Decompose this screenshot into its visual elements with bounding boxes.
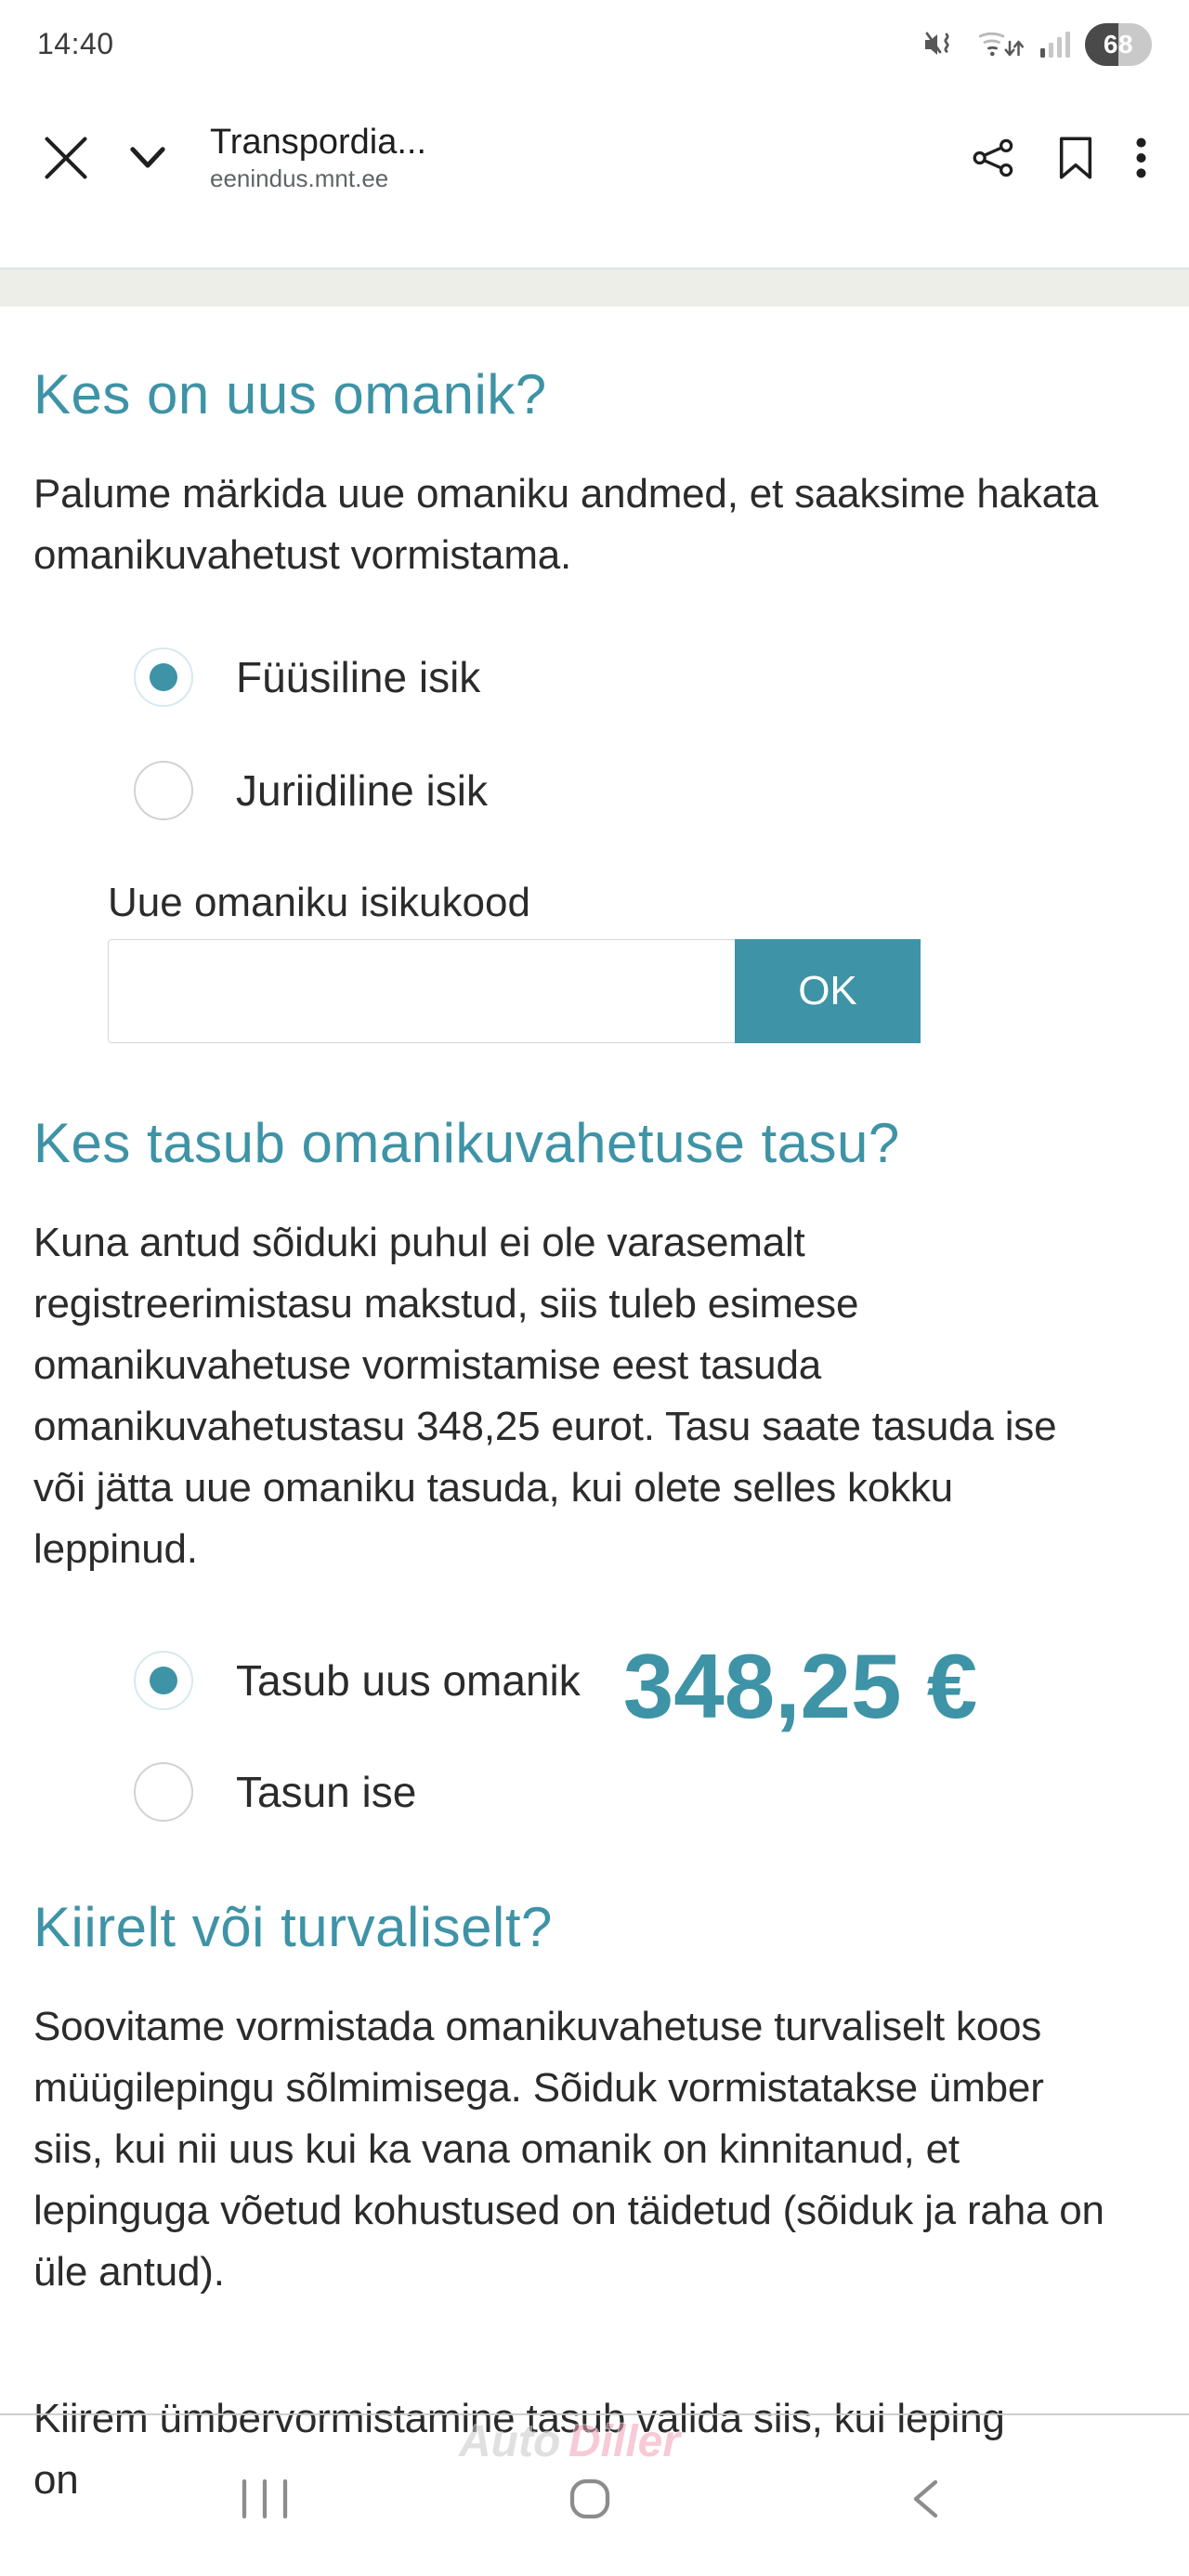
svg-text:Diller: Diller bbox=[568, 2417, 682, 2466]
svg-text:Auto: Auto bbox=[458, 2417, 560, 2466]
